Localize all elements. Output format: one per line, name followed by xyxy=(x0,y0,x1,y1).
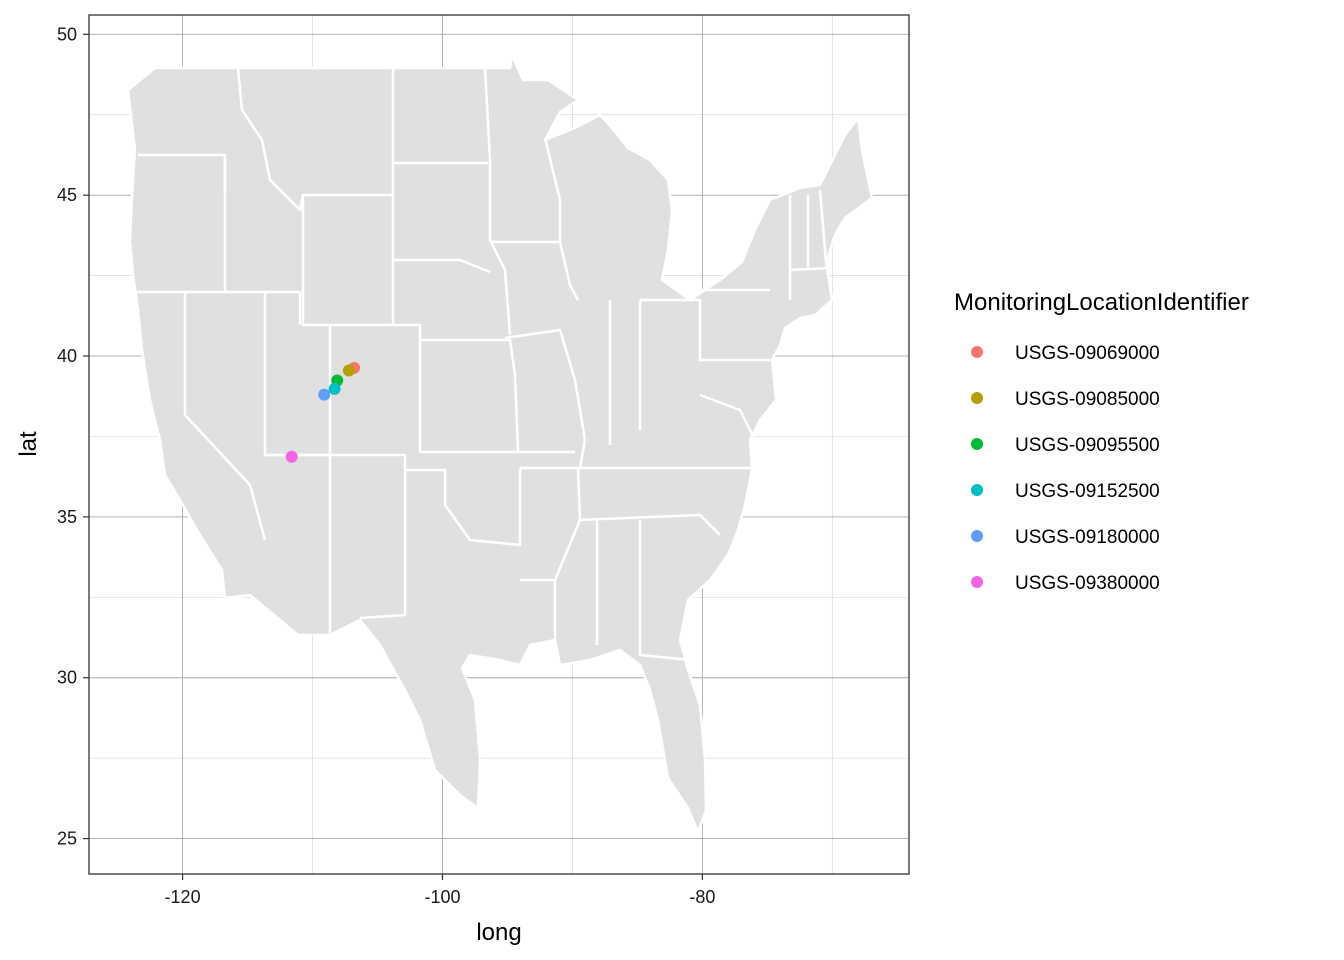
legend-label: USGS-09085000 xyxy=(1015,389,1160,410)
legend-key xyxy=(971,346,983,358)
x-tick-label: -100 xyxy=(424,887,460,907)
legend: MonitoringLocationIdentifier USGS-090690… xyxy=(954,289,1249,594)
legend-label: USGS-09152500 xyxy=(1015,481,1160,502)
x-tick-label: -120 xyxy=(165,887,201,907)
legend-label: USGS-09380000 xyxy=(1015,573,1160,594)
y-tick-label: 35 xyxy=(57,507,77,527)
legend-title: MonitoringLocationIdentifier xyxy=(954,289,1249,316)
y-tick-label: 40 xyxy=(57,346,77,366)
x-axis: -120 -100 -80 xyxy=(165,874,715,907)
y-tick-label: 25 xyxy=(57,829,77,849)
us-outline xyxy=(126,53,874,834)
plot-panel-border xyxy=(88,14,910,875)
point-usgs-09380000 xyxy=(285,450,298,463)
state-borders xyxy=(133,67,831,662)
y-axis: 25 30 35 40 45 50 xyxy=(57,24,89,849)
legend-key xyxy=(971,438,983,450)
y-tick-label: 30 xyxy=(57,668,77,688)
point-usgs-09152500 xyxy=(328,382,341,395)
y-axis-title: lat xyxy=(15,431,42,457)
y-tick-label: 45 xyxy=(57,185,77,205)
legend-key xyxy=(971,576,983,588)
y-tick-label: 50 xyxy=(57,24,77,44)
legend-label: USGS-09069000 xyxy=(1015,343,1160,364)
legend-key xyxy=(971,530,983,542)
x-axis-title: long xyxy=(476,919,521,946)
monitoring-points xyxy=(285,361,361,463)
legend-label: USGS-09095500 xyxy=(1015,435,1160,456)
legend-key xyxy=(971,392,983,404)
point-usgs-09085000 xyxy=(342,364,355,377)
x-tick-label: -80 xyxy=(689,887,715,907)
point-usgs-09180000 xyxy=(318,388,331,401)
us-states-basemap xyxy=(126,53,874,834)
legend-key xyxy=(971,484,983,496)
legend-label: USGS-09180000 xyxy=(1015,527,1160,548)
